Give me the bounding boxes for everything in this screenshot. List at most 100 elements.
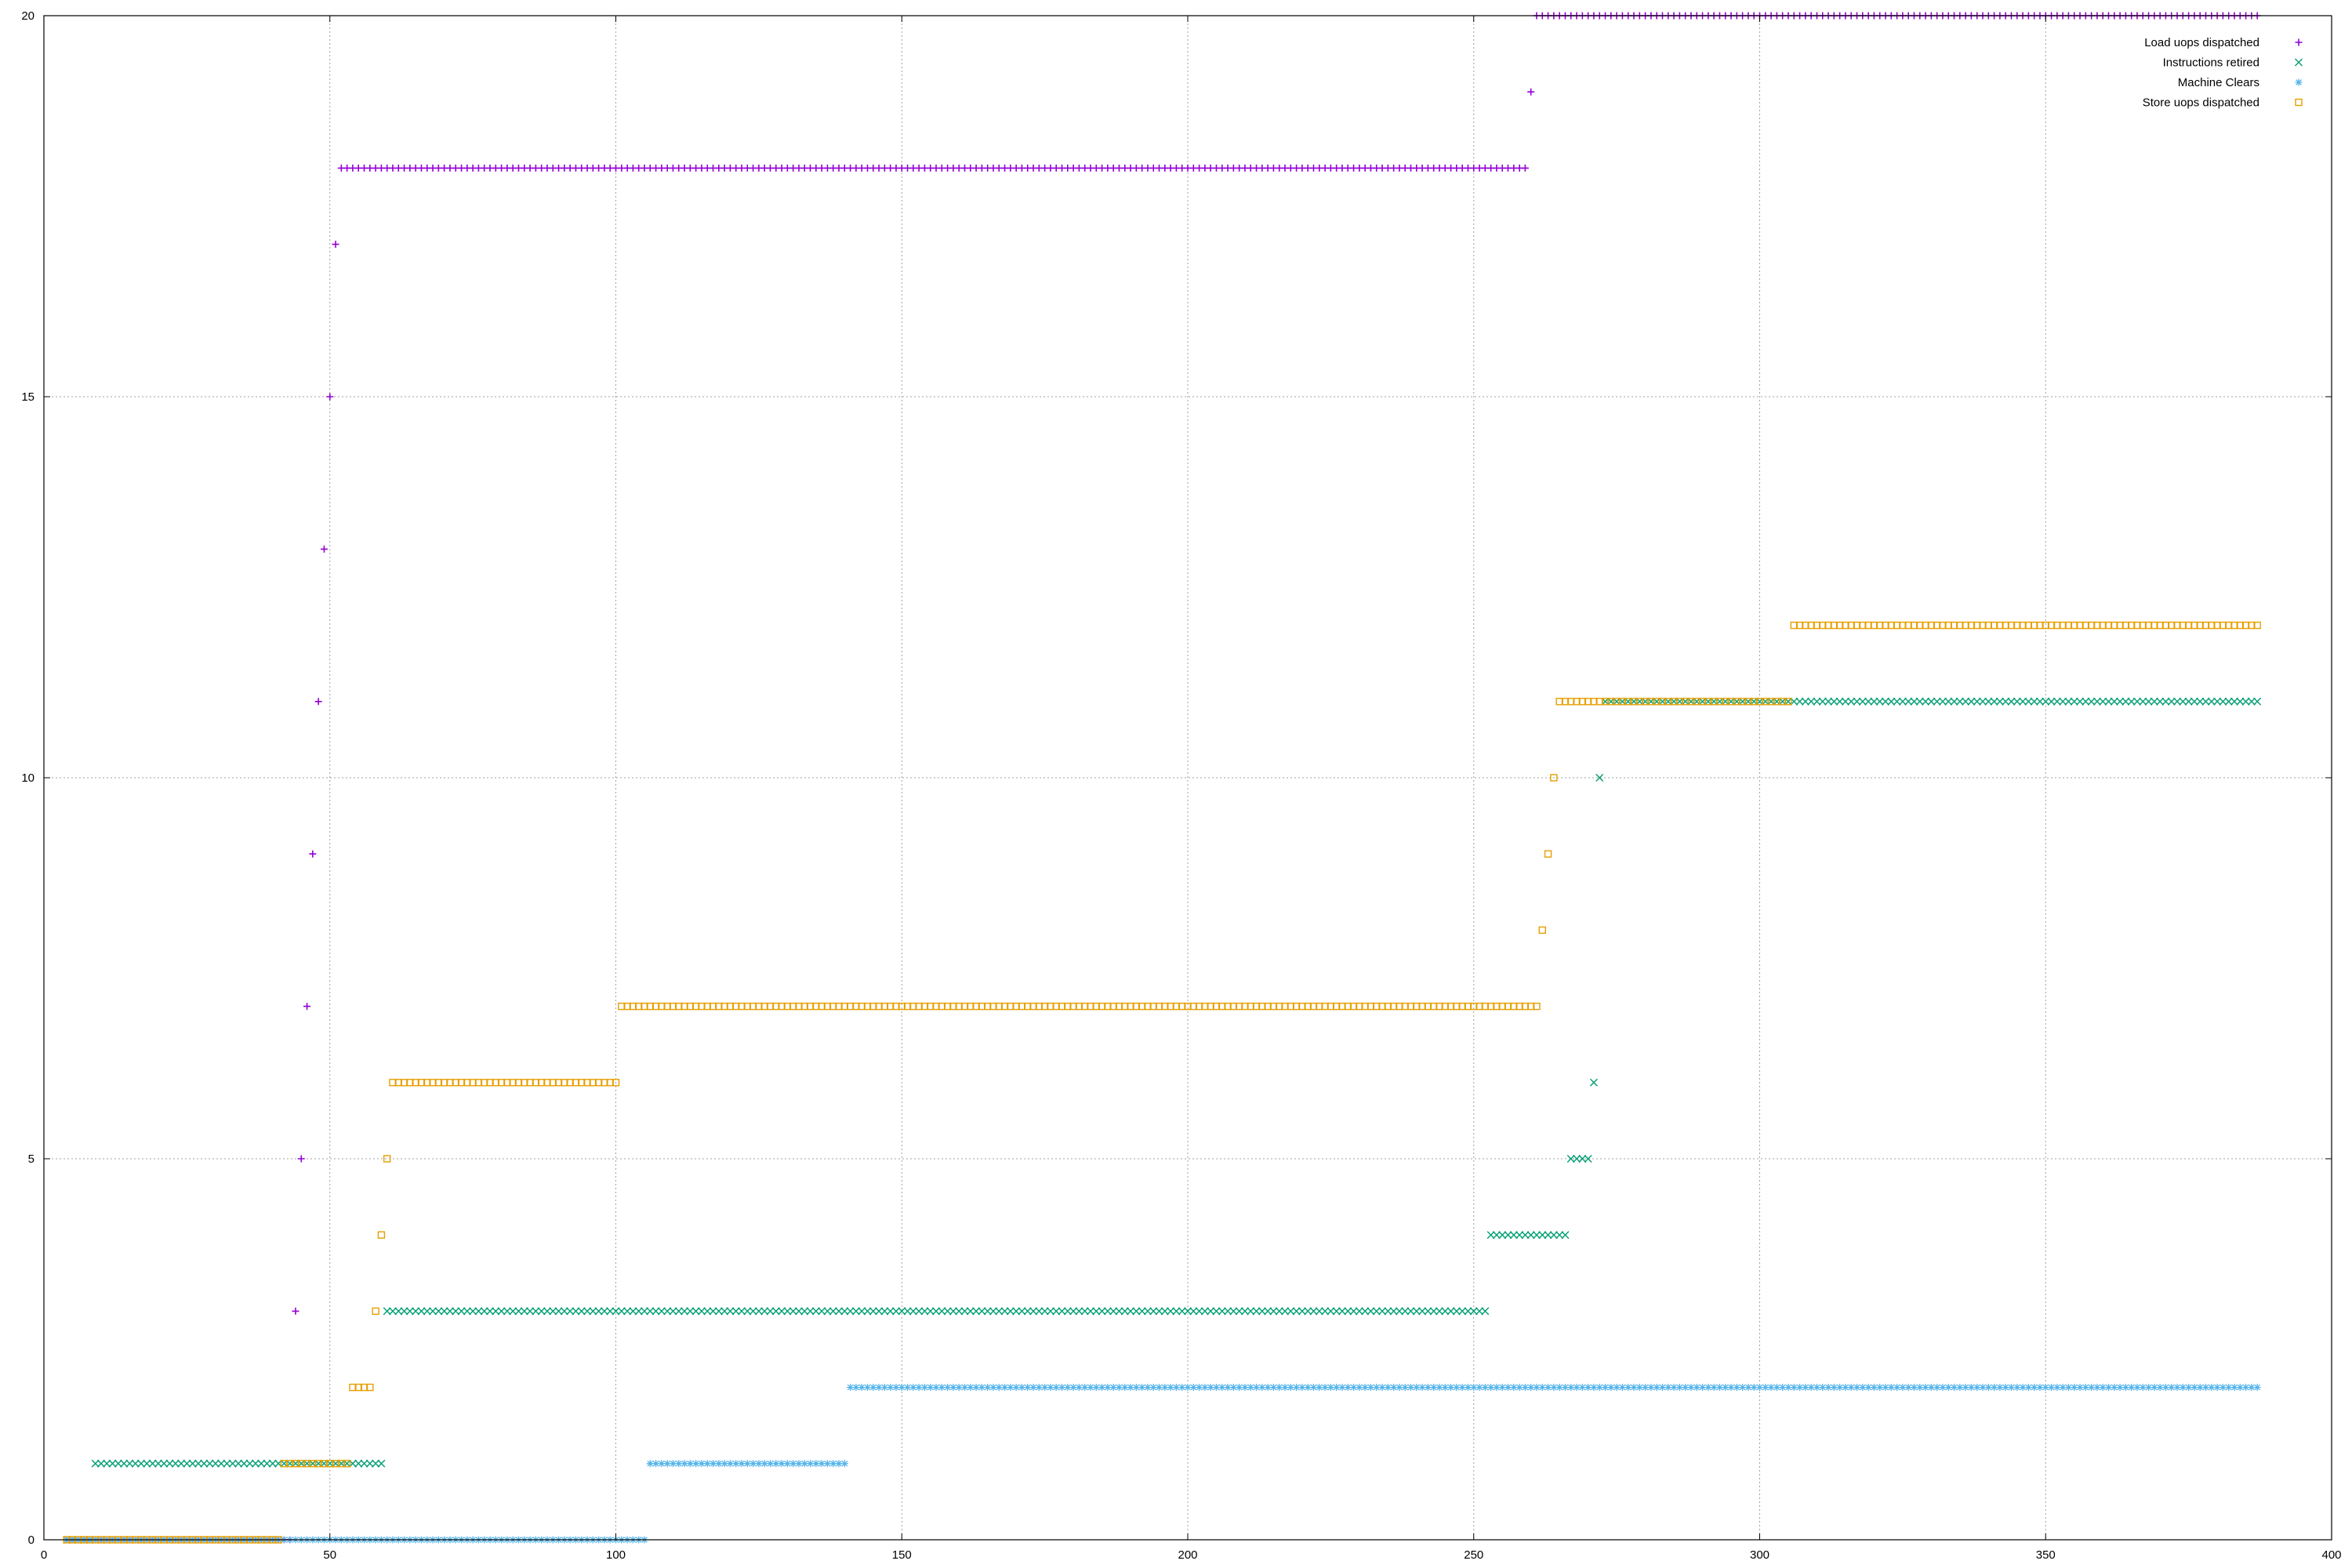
data-point — [2019, 1384, 2027, 1392]
data-point — [1453, 1002, 1461, 1011]
data-point — [1075, 1384, 1083, 1392]
data-point — [1922, 697, 1930, 706]
data-point — [394, 1307, 403, 1316]
data-point — [851, 1307, 860, 1316]
data-point — [1498, 1384, 1506, 1392]
data-point — [589, 1307, 597, 1316]
data-point — [1024, 1002, 1032, 1011]
data-point — [2139, 697, 2147, 706]
data-point — [1876, 1384, 1884, 1392]
data-point — [1195, 1307, 1203, 1316]
data-point — [1069, 1002, 1077, 1011]
data-point — [938, 1307, 946, 1316]
data-point — [103, 1459, 111, 1468]
data-point — [1493, 1384, 1501, 1392]
data-point — [1109, 1307, 1118, 1316]
data-point — [692, 1460, 700, 1468]
data-point — [1899, 1384, 1907, 1392]
data-point — [726, 1460, 734, 1468]
data-point — [1773, 698, 1781, 706]
data-point — [920, 1384, 928, 1392]
data-point — [2219, 697, 2227, 706]
data-point — [1841, 697, 1849, 706]
data-point — [1224, 1384, 1232, 1392]
data-point — [1035, 1307, 1044, 1316]
data-point — [2036, 1384, 2044, 1392]
data-point — [1281, 1384, 1289, 1392]
data-point — [417, 1307, 426, 1316]
data-point — [297, 1460, 305, 1468]
data-point — [886, 1002, 895, 1011]
data-point — [514, 1307, 523, 1316]
data-point — [995, 1002, 1003, 1011]
data-point — [2168, 1384, 2176, 1392]
data-point — [1453, 1384, 1461, 1392]
data-point — [1069, 1307, 1078, 1316]
data-point — [2173, 621, 2181, 630]
data-point — [503, 1307, 511, 1316]
data-point — [1573, 1384, 1581, 1392]
data-point — [1847, 621, 1855, 630]
data-point — [1526, 1231, 1535, 1240]
data-point — [320, 545, 328, 553]
data-point — [789, 1307, 797, 1316]
data-point — [944, 1384, 952, 1392]
data-point — [332, 241, 339, 249]
data-point — [1510, 1384, 1518, 1392]
data-point — [1887, 1384, 1895, 1392]
data-point — [1229, 1002, 1238, 1011]
data-point — [1138, 1307, 1146, 1316]
data-point — [1807, 1384, 1815, 1392]
x-tick-label: 250 — [1464, 1548, 1483, 1562]
legend-marker — [2295, 58, 2303, 67]
data-point — [2156, 697, 2165, 706]
data-point — [1595, 1384, 1603, 1392]
data-point — [474, 1079, 483, 1087]
data-point — [1109, 1384, 1117, 1392]
data-point — [1944, 1384, 1952, 1392]
data-point — [583, 1079, 591, 1087]
data-point — [91, 1459, 100, 1468]
data-point — [972, 1002, 980, 1011]
data-point — [1207, 1002, 1214, 1011]
data-point — [377, 1231, 386, 1239]
data-point — [251, 1459, 260, 1468]
data-point — [1664, 1384, 1672, 1392]
data-point — [1127, 1307, 1135, 1316]
data-point — [1979, 1384, 1987, 1392]
data-point — [789, 1460, 797, 1468]
data-point — [1584, 698, 1592, 706]
data-point — [2151, 621, 2158, 630]
data-point — [1979, 697, 1987, 706]
data-point — [1052, 1384, 1060, 1392]
data-point — [1389, 1002, 1398, 1011]
data-point — [1642, 1384, 1650, 1392]
data-point — [698, 1460, 706, 1468]
data-point — [1762, 1384, 1769, 1392]
data-point — [1675, 1384, 1683, 1392]
data-point — [1120, 1307, 1129, 1316]
data-point — [1058, 1002, 1066, 1011]
data-point — [1687, 1384, 1695, 1392]
data-point — [160, 1459, 169, 1468]
data-point — [1258, 1384, 1266, 1392]
data-point — [2116, 621, 2124, 630]
x-tick-label: 50 — [323, 1548, 336, 1562]
data-point — [1653, 698, 1661, 706]
data-point — [1047, 1384, 1054, 1392]
data-point — [549, 1079, 557, 1087]
data-point — [2242, 1384, 2250, 1392]
data-point — [2116, 1384, 2124, 1392]
data-point — [983, 1002, 992, 1011]
data-point — [223, 1459, 231, 1468]
data-point — [2104, 621, 2113, 630]
data-point — [1252, 1307, 1261, 1316]
data-point — [927, 1384, 935, 1392]
data-point — [1207, 1307, 1215, 1316]
data-point — [1738, 698, 1747, 706]
data-point — [594, 1079, 603, 1087]
data-point — [1990, 697, 1998, 706]
data-point — [429, 1307, 437, 1316]
data-point — [1630, 698, 1638, 706]
data-point — [1269, 1384, 1277, 1392]
